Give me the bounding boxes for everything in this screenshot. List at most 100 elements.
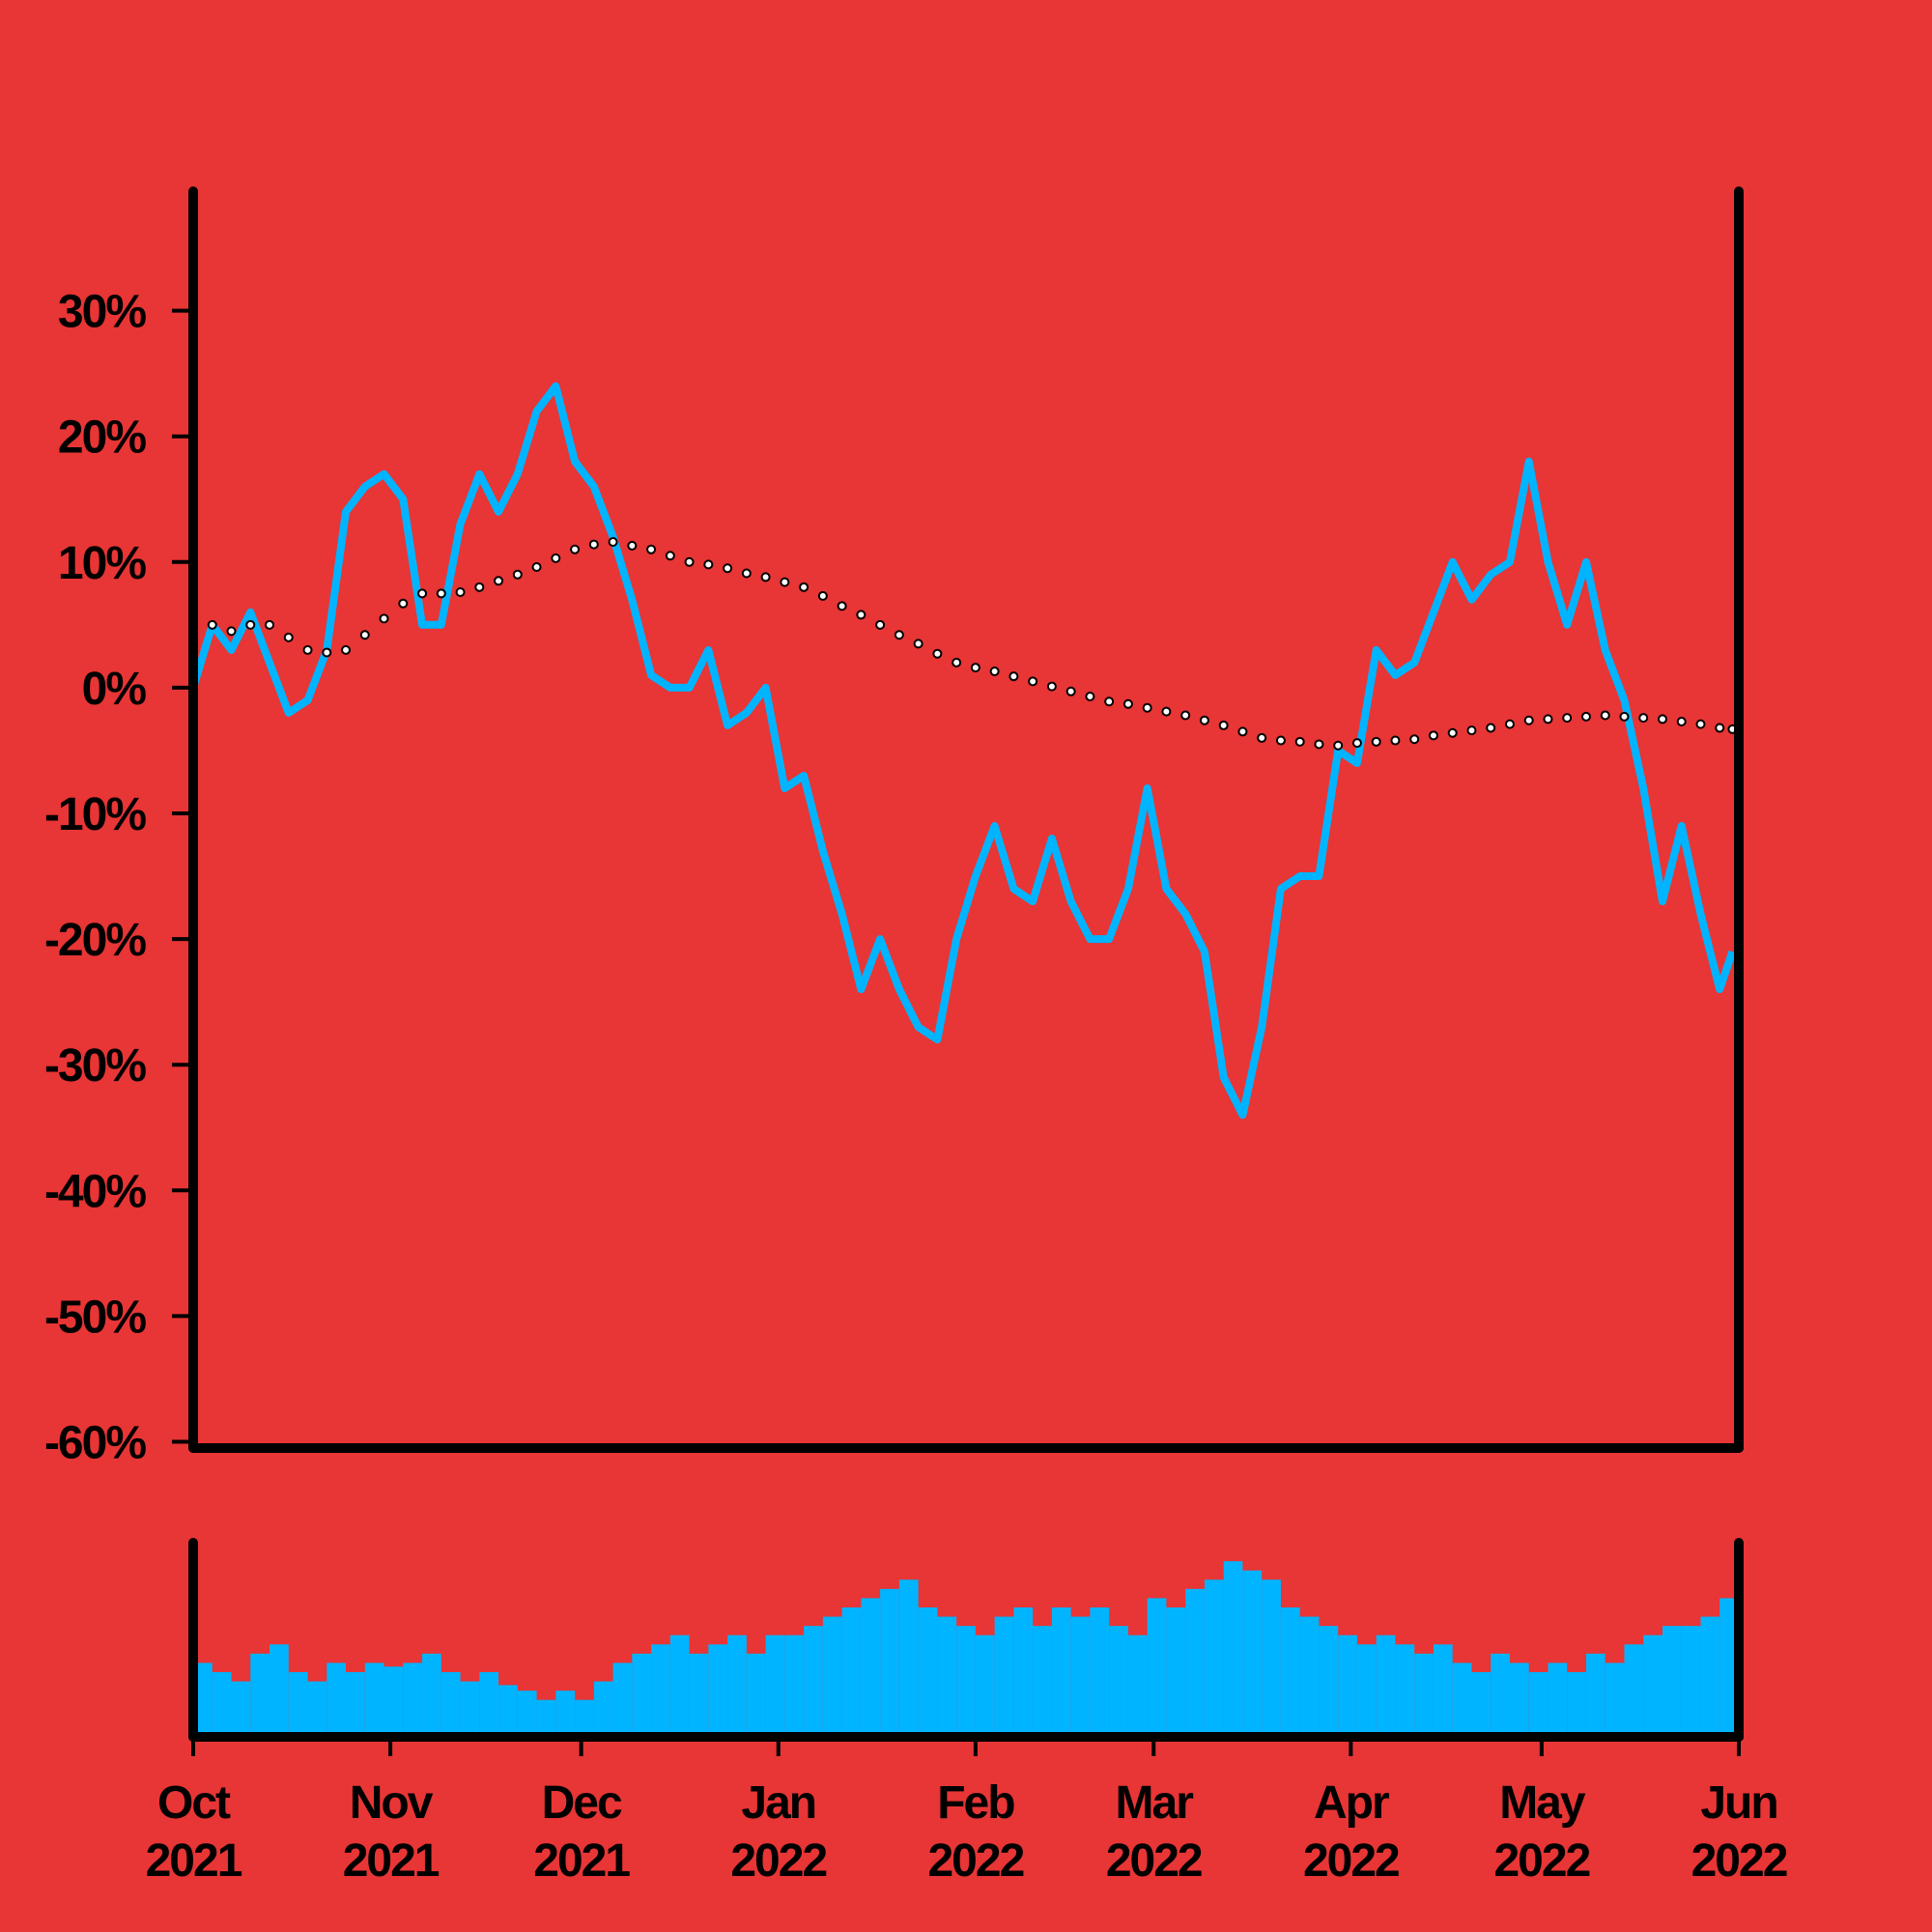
moving-average-dot <box>1409 734 1420 745</box>
moving-average-dot <box>1142 702 1152 713</box>
volume-bar <box>422 1653 441 1737</box>
price-line <box>189 382 1737 1120</box>
volume-bar <box>1471 1672 1492 1737</box>
volume-bar <box>1681 1626 1701 1737</box>
volume-bar <box>1433 1644 1453 1737</box>
moving-average-dot <box>512 569 523 580</box>
volume-bar <box>898 1579 919 1737</box>
moving-average-dot <box>780 577 790 587</box>
x-tick-label: Oct 2021 <box>146 1777 242 1887</box>
volume-bar <box>536 1699 556 1737</box>
moving-average-dot <box>741 568 752 579</box>
volume-bar <box>346 1672 365 1737</box>
volume-bar <box>1700 1616 1720 1737</box>
moving-average-dot <box>1486 723 1496 733</box>
volume-bar <box>555 1690 576 1737</box>
volume-bar <box>270 1644 289 1737</box>
volume-bar <box>1242 1570 1263 1737</box>
volume-bar <box>1585 1653 1605 1737</box>
moving-average-dot <box>455 587 466 598</box>
moving-average-dot <box>1562 713 1573 724</box>
volume-bar <box>1662 1626 1682 1737</box>
x-tick-label: Mar 2022 <box>1106 1777 1202 1887</box>
volume-bar <box>1548 1662 1568 1737</box>
moving-average-dot <box>856 610 867 620</box>
volume-bar <box>307 1681 327 1737</box>
moving-average-dot <box>1257 732 1267 743</box>
moving-average-dot <box>799 582 810 592</box>
volume-bar <box>1452 1662 1472 1737</box>
moving-average-dot <box>1104 696 1115 707</box>
volume-bar <box>841 1607 862 1737</box>
volume-bar <box>498 1685 518 1737</box>
moving-average-dot <box>723 563 733 574</box>
moving-average-dot <box>417 588 428 599</box>
volume-bar <box>440 1672 461 1737</box>
volume-bar <box>250 1653 270 1737</box>
volume-bar <box>1624 1644 1644 1737</box>
volume-bar <box>880 1588 899 1737</box>
moving-average-dot <box>932 648 943 659</box>
volume-bar <box>1528 1672 1548 1737</box>
x-tick-label: Apr 2022 <box>1303 1777 1399 1887</box>
volume-bar <box>765 1634 785 1737</box>
volume-bar <box>1147 1598 1167 1737</box>
moving-average-dot <box>1351 738 1362 749</box>
moving-average-dot <box>1028 676 1038 687</box>
y-tick-label: 10% <box>58 538 146 589</box>
moving-average-dot <box>627 540 638 551</box>
volume-bar <box>327 1662 347 1737</box>
moving-average-dot <box>1237 726 1248 737</box>
moving-average-dot <box>207 619 217 630</box>
volume-bar <box>727 1634 747 1737</box>
volume-bar <box>1338 1634 1357 1737</box>
moving-average-dot <box>1523 715 1534 725</box>
volume-bar <box>994 1616 1014 1737</box>
volume-bar <box>708 1644 728 1737</box>
y-tick-label: -40% <box>44 1166 146 1217</box>
moving-average-dot <box>875 619 886 630</box>
volume-bar <box>231 1681 251 1737</box>
volume-bar <box>479 1672 499 1737</box>
moving-average-dot <box>1543 714 1553 724</box>
volume-bar <box>288 1672 308 1737</box>
volume-bar <box>1299 1616 1320 1737</box>
y-tick-label: -30% <box>44 1040 146 1092</box>
moving-average-dot <box>913 639 923 649</box>
moving-average-dot <box>1085 692 1095 702</box>
volume-bar <box>1395 1644 1415 1737</box>
volume-bar <box>822 1616 842 1737</box>
moving-average-dot <box>1638 713 1649 724</box>
moving-average-dot <box>646 544 657 554</box>
moving-average-dot <box>817 590 828 601</box>
volume-bar <box>212 1672 232 1737</box>
moving-average-dot <box>531 561 542 572</box>
volume-bar <box>1204 1579 1224 1737</box>
x-tick-label: Jun 2022 <box>1691 1777 1787 1887</box>
moving-average-dot <box>245 619 256 630</box>
volume-bar <box>612 1662 633 1737</box>
volume-bar <box>937 1616 957 1737</box>
volume-bar <box>1109 1626 1128 1737</box>
volume-bar <box>1319 1626 1339 1737</box>
moving-average-dot <box>1676 717 1687 727</box>
moving-average-dot <box>265 619 275 630</box>
volume-bar <box>804 1626 823 1737</box>
volume-bar <box>651 1644 670 1737</box>
x-tick-label: May 2022 <box>1493 1777 1589 1887</box>
x-tick-label: Dec 2021 <box>533 1777 630 1887</box>
volume-bar <box>460 1681 480 1737</box>
volume-bar <box>918 1607 938 1737</box>
moving-average-dot <box>970 663 980 673</box>
y-tick-label: -10% <box>44 789 146 840</box>
y-tick-label: -50% <box>44 1292 146 1343</box>
volume-bar <box>975 1634 995 1737</box>
moving-average-dot <box>1199 715 1209 725</box>
x-tick-label: Jan 2022 <box>730 1777 826 1887</box>
moving-average-dot <box>1657 714 1667 724</box>
volume-bar <box>1262 1579 1281 1737</box>
volume-bar <box>632 1653 652 1737</box>
volume-bar <box>593 1681 613 1737</box>
